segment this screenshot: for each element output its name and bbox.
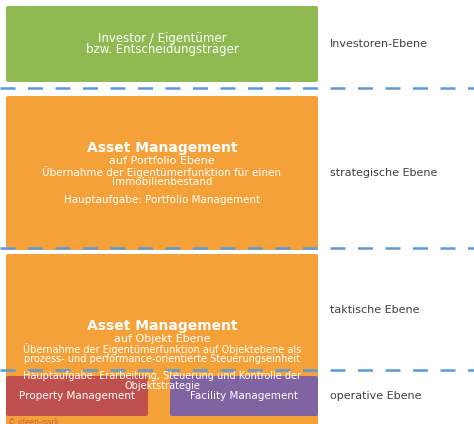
Text: prozess- und performance-orientierte Steuerungseinheit: prozess- und performance-orientierte Ste… <box>24 354 300 364</box>
Text: Hauptaufgabe: Erarbeitung, Steuerung und Kontrolle der: Hauptaufgabe: Erarbeitung, Steuerung und… <box>23 371 301 381</box>
Text: taktische Ebene: taktische Ebene <box>330 305 419 315</box>
FancyBboxPatch shape <box>6 254 318 424</box>
Text: strategische Ebene: strategische Ebene <box>330 168 438 178</box>
Text: auf Portfolio Ebene: auf Portfolio Ebene <box>109 156 215 166</box>
FancyBboxPatch shape <box>6 96 318 250</box>
Text: Immobilienbestand: Immobilienbestand <box>112 177 212 187</box>
Text: Hauptaufgabe: Portfolio Management: Hauptaufgabe: Portfolio Management <box>64 195 260 205</box>
Text: operative Ebene: operative Ebene <box>330 391 421 401</box>
Text: Objektstrategie: Objektstrategie <box>124 381 200 391</box>
Text: Übernahme der Eigentümerfunktion auf Objektebene als: Übernahme der Eigentümerfunktion auf Obj… <box>23 343 301 355</box>
Text: Asset Management: Asset Management <box>87 319 237 333</box>
Text: bzw. Entscheidungsträger: bzw. Entscheidungsträger <box>86 43 238 56</box>
Text: Asset Management: Asset Management <box>87 141 237 155</box>
FancyBboxPatch shape <box>6 376 148 416</box>
Text: Facility Management: Facility Management <box>190 391 298 401</box>
Text: Investor / Eigentümer: Investor / Eigentümer <box>98 31 226 45</box>
FancyBboxPatch shape <box>6 6 318 82</box>
Text: auf Objekt Ebene: auf Objekt Ebene <box>114 334 210 344</box>
Text: Property Management: Property Management <box>19 391 135 401</box>
Text: Übernahme der Eigentümerfunktion für einen: Übernahme der Eigentümerfunktion für ein… <box>43 166 282 178</box>
Text: Investoren-Ebene: Investoren-Ebene <box>330 39 428 49</box>
Text: © ideen-park: © ideen-park <box>8 418 59 424</box>
FancyBboxPatch shape <box>170 376 318 416</box>
